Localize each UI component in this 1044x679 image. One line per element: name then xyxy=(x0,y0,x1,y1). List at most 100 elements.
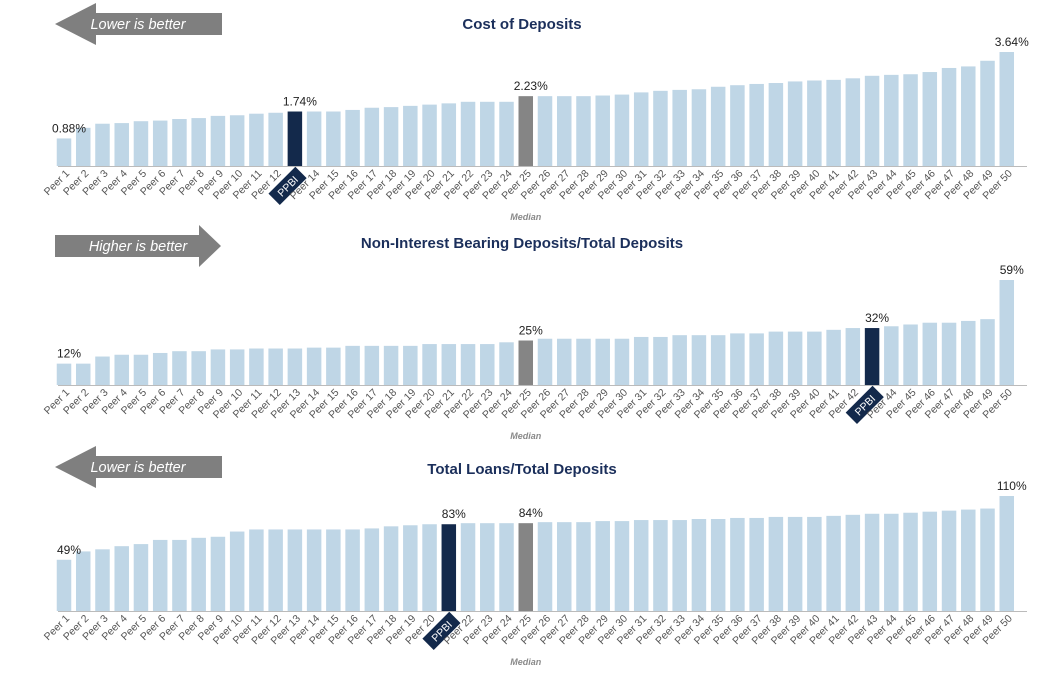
chart-1-data-label: 1.74% xyxy=(283,95,317,109)
chart-2-bar-median xyxy=(518,340,534,385)
chart-3-bar xyxy=(710,519,726,611)
chart-2-bar xyxy=(710,335,726,385)
chart-1-bar xyxy=(537,96,553,166)
chart-2-bar xyxy=(691,335,707,385)
chart-1-bar xyxy=(364,107,380,166)
chart-2-bar xyxy=(287,348,303,385)
chart-2-bar xyxy=(152,352,168,385)
chart-3-bar xyxy=(653,520,668,611)
chart-3-bar xyxy=(807,516,822,611)
chart-2-bar xyxy=(364,345,380,385)
chart-3-bar xyxy=(884,513,899,611)
chart-1-bar xyxy=(614,94,630,166)
chart-1-bar xyxy=(633,92,649,166)
chart-2-bar xyxy=(999,280,1015,385)
chart-3-bar xyxy=(75,551,91,611)
chart-1-bar xyxy=(210,115,226,166)
chart-2-bar xyxy=(422,344,437,385)
chart-2-bar xyxy=(787,331,803,385)
chart-2-arrow-right xyxy=(55,225,221,267)
chart-2-bar xyxy=(768,331,784,385)
chart-2-bar xyxy=(383,345,399,385)
chart-3-bar xyxy=(95,549,110,611)
chart-3-bar xyxy=(556,522,572,611)
chart-2-bar xyxy=(56,363,72,385)
chart-3-data-label: 110% xyxy=(997,479,1027,493)
chart-1-bar xyxy=(691,89,707,166)
chart-2-bar xyxy=(403,345,418,385)
chart-1-bar xyxy=(422,104,437,166)
chart-2-bar xyxy=(306,347,322,385)
chart-3-bar xyxy=(691,519,707,611)
chart-1-bar xyxy=(191,118,206,166)
chart-2-bar xyxy=(595,338,610,385)
chart-3-bar xyxy=(499,523,514,611)
chart-2-bar xyxy=(441,344,457,385)
chart-2-bar xyxy=(980,319,995,385)
chart-3-bar xyxy=(826,515,841,611)
chart-1-bar xyxy=(903,74,918,166)
chart-3-bar xyxy=(672,520,687,611)
chart-3-bar xyxy=(191,537,206,611)
chart-3-data-label: 84% xyxy=(519,506,543,520)
chart-3-title: Total Loans/Total Deposits xyxy=(427,461,616,478)
chart-3-bar xyxy=(768,516,784,611)
chart-1-bar xyxy=(403,105,418,166)
chart-3-bar xyxy=(364,528,380,611)
chart-1-bar xyxy=(884,74,899,166)
chart-3-bar xyxy=(961,509,976,611)
chart-2-bar xyxy=(210,349,226,385)
chart-1-data-label: 2.23% xyxy=(514,79,548,93)
chart-1-bar xyxy=(383,107,399,166)
chart-2-data-label: 59% xyxy=(1000,263,1024,277)
chart-1-bar xyxy=(672,89,687,166)
chart-2-bar xyxy=(845,328,861,385)
chart-2-bar xyxy=(653,336,668,385)
chart-3-bar xyxy=(730,517,745,611)
chart-1-bar xyxy=(961,66,976,166)
chart-1-bar xyxy=(345,109,360,166)
chart-1-bar xyxy=(306,111,322,166)
chart-2-bar xyxy=(826,329,841,385)
chart-2-median-caption: Median xyxy=(510,431,542,441)
chart-3-bar xyxy=(287,529,303,611)
chart-1-bar xyxy=(653,90,668,166)
chart-2-bar xyxy=(499,342,514,385)
chart-3-bar xyxy=(268,529,283,611)
chart-1-bar xyxy=(941,67,957,166)
chart-1-bar-ppbi xyxy=(287,111,303,166)
chart-3-bar xyxy=(114,546,129,611)
chart-1-bar xyxy=(249,113,264,166)
chart-3-bar xyxy=(922,511,938,611)
chart-2-bar xyxy=(576,338,591,385)
chart-1-bar xyxy=(172,119,187,166)
chart-3-bar xyxy=(537,522,553,611)
chart-2-bar xyxy=(807,331,822,385)
chart-3-bar xyxy=(383,526,399,611)
chart-2-bar xyxy=(884,326,899,385)
chart-2-bar xyxy=(229,349,245,385)
chart-3-bar xyxy=(326,529,341,611)
chart-3: Lower is better Total Loans/Total Deposit… xyxy=(42,446,1027,667)
chart-1-bar xyxy=(152,120,168,166)
chart-3-data-label: 49% xyxy=(57,543,81,557)
chart-1-bar xyxy=(595,95,610,166)
chart-1-bar xyxy=(710,86,726,166)
chart-2-bar xyxy=(941,322,957,385)
chart-2-bar-ppbi xyxy=(864,328,880,385)
chart-2-bar xyxy=(114,354,129,385)
chart-3-median-caption: Median xyxy=(510,657,542,667)
chart-3-bar xyxy=(576,522,591,611)
chart-3-bar xyxy=(980,508,995,611)
chart-2-bar xyxy=(961,320,976,385)
chart-1-bar xyxy=(787,81,803,166)
chart-3-bar-median xyxy=(518,523,534,611)
chart-2-bar xyxy=(460,344,476,385)
chart-1-bar xyxy=(922,72,938,166)
chart-3-bar xyxy=(595,521,610,611)
chart-3-bar xyxy=(749,517,764,611)
chart-3-bar xyxy=(633,520,649,611)
chart-1-bar xyxy=(864,75,880,166)
chart-1-bar xyxy=(576,96,591,166)
chart-1-bar xyxy=(826,79,841,166)
